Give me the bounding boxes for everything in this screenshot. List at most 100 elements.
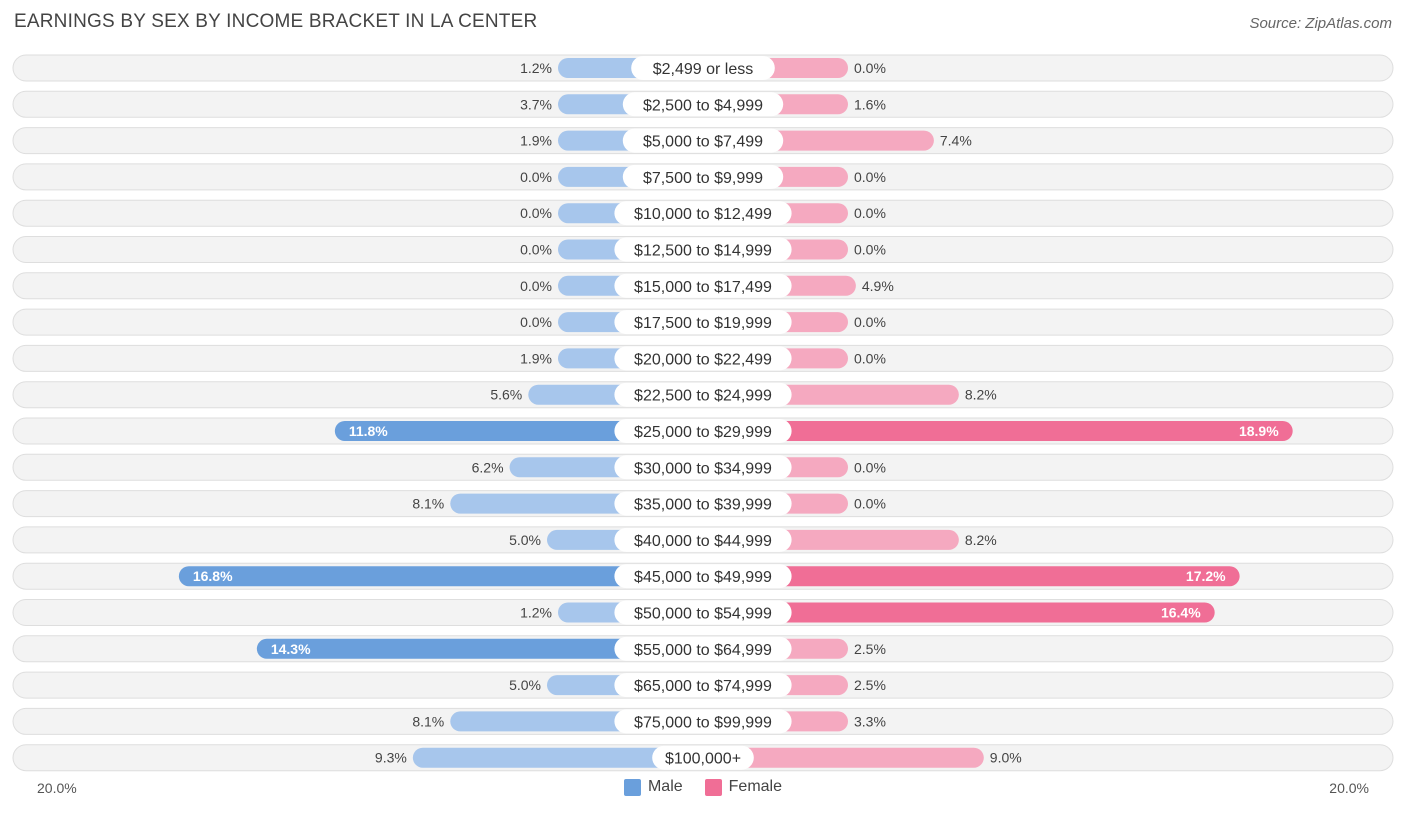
female-value-label: 9.0% [990,750,1022,766]
male-bar [256,638,703,659]
category-label: $55,000 to $64,999 [634,642,772,659]
male-bar [334,421,703,441]
legend-label-female: Female [728,778,783,795]
male-value-label: 9.3% [375,750,407,766]
category-label: $2,500 to $4,999 [643,97,763,114]
category-label: $75,000 to $99,999 [634,714,772,731]
male-value-label: 6.2% [472,459,504,475]
male-value-label: 5.0% [509,532,541,548]
category-pill [631,56,775,80]
female-value-label: 0.0% [854,350,886,366]
category-label: $35,000 to $39,999 [634,497,772,514]
category-pill [614,636,792,661]
category-label: $2,499 or less [653,61,754,78]
female-value-label: 0.0% [854,314,886,330]
female-value-label: 16.4% [1161,605,1201,621]
male-value-label: 0.0% [520,314,552,330]
category-pill [614,564,792,589]
category-label: $40,000 to $44,999 [634,533,772,550]
legend-item-male[interactable]: Male [623,778,683,796]
category-pill [614,382,792,407]
chart-title: EARNINGS BY SEX BY INCOME BRACKET IN LA … [14,11,538,32]
category-pill [614,346,792,371]
male-value-label: 8.1% [412,713,444,729]
category-pill [614,527,792,552]
male-value-label: 5.0% [509,677,541,693]
female-value-label: 4.9% [862,278,894,294]
male-value-label: 1.2% [520,60,552,76]
female-value-label: 7.4% [940,133,972,149]
male-value-label: 0.0% [520,278,552,294]
category-pill [614,201,792,226]
category-label: $25,000 to $29,999 [634,424,772,441]
axis-right-label: 20.0% [1329,780,1369,796]
category-pill [614,310,792,335]
legend-item-female[interactable]: Female [704,778,783,796]
category-label: $22,500 to $24,999 [634,388,772,405]
female-bar [703,602,1215,623]
male-value-label: 0.0% [520,242,552,258]
category-label: $45,000 to $49,999 [634,569,772,586]
category-label: $17,500 to $19,999 [634,315,772,332]
male-bar [178,566,704,587]
female-value-label: 2.5% [854,677,886,693]
legend: Male Female [0,778,1406,796]
male-value-label: 11.8% [349,423,388,439]
female-value-label: 0.0% [854,205,886,221]
female-value-label: 0.0% [854,60,886,76]
category-pill [614,491,792,516]
female-value-label: 0.0% [854,169,886,185]
female-bar [703,566,1240,587]
female-value-label: 18.9% [1239,423,1279,439]
legend-swatch-female [704,778,722,796]
category-label: $100,000+ [665,751,741,768]
income-bracket-chart: 1.2% 0.0% $2,499 or less 3.7% 1.6% $2,500 to … [12,54,1394,772]
male-value-label: 0.0% [520,205,552,221]
male-value-label: 1.2% [520,605,552,621]
category-pill [614,273,792,298]
source-label: Source: ZipAtlas.com [1249,15,1392,32]
male-value-label: 8.1% [412,496,444,512]
female-value-label: 0.0% [854,242,886,258]
category-label: $65,000 to $74,999 [634,678,772,695]
category-pill [614,673,792,698]
male-bar [412,747,703,768]
female-value-label: 8.2% [965,387,997,403]
female-value-label: 0.0% [854,459,886,475]
category-pill [622,128,784,153]
male-value-label: 1.9% [520,133,552,149]
female-value-label: 0.0% [854,496,886,512]
category-label: $50,000 to $54,999 [634,606,772,623]
female-value-label: 17.2% [1186,568,1226,584]
female-bar [703,747,984,768]
category-pill [622,164,784,189]
axis-left-label: 20.0% [37,780,77,796]
category-label: $30,000 to $34,999 [634,460,772,477]
category-label: $5,000 to $7,499 [643,134,763,151]
category-label: $10,000 to $12,499 [634,206,772,223]
male-value-label: 14.3% [271,641,311,657]
category-pill [652,745,754,770]
category-pill [614,600,792,625]
category-pill [614,455,792,480]
category-label: $7,500 to $9,999 [643,170,763,187]
female-value-label: 1.6% [854,96,886,112]
legend-label-male: Male [647,778,683,795]
category-label: $15,000 to $17,499 [634,279,772,296]
male-value-label: 5.6% [490,387,522,403]
male-value-label: 1.9% [520,350,552,366]
female-bar [703,421,1293,441]
female-value-label: 3.3% [854,713,886,729]
category-label: $20,000 to $22,499 [634,351,772,368]
category-pill [614,419,792,443]
male-value-label: 16.8% [193,568,233,584]
female-value-label: 2.5% [854,641,886,657]
category-pill [614,237,792,262]
category-label: $12,500 to $14,999 [634,243,772,260]
male-value-label: 0.0% [520,169,552,185]
legend-swatch-male [623,778,641,796]
category-pill [622,92,784,117]
male-value-label: 3.7% [520,96,552,112]
category-pill [614,709,792,734]
female-value-label: 8.2% [965,532,997,548]
